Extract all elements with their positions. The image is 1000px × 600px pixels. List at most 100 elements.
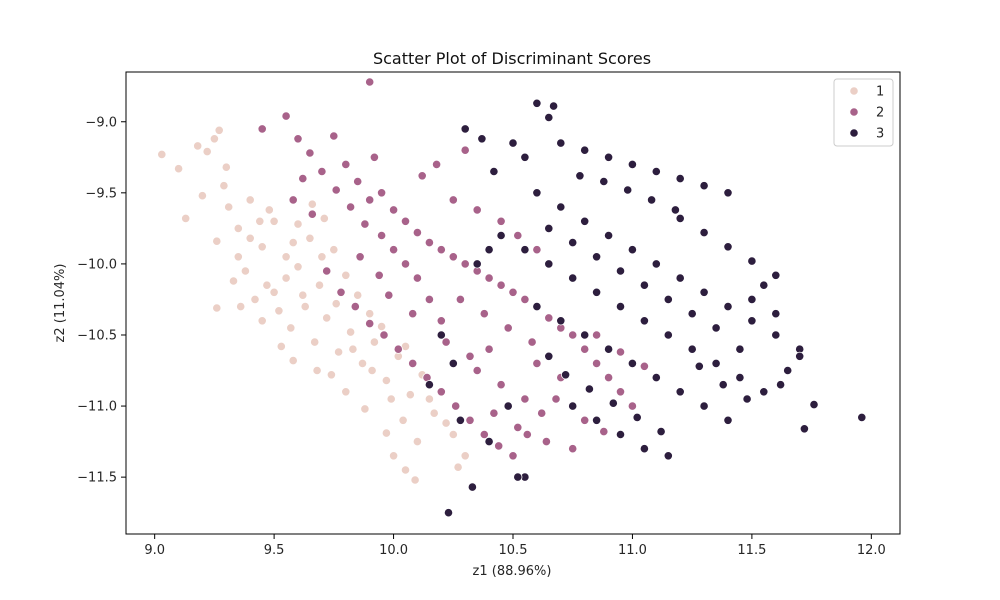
data-point — [496, 216, 506, 226]
data-point — [448, 252, 458, 262]
data-point — [221, 162, 231, 172]
data-point — [424, 238, 434, 248]
data-point — [718, 380, 728, 390]
data-point — [568, 273, 578, 283]
data-point — [353, 290, 363, 300]
data-point — [465, 415, 475, 425]
data-point — [575, 171, 585, 181]
data-point — [646, 195, 657, 205]
data-point — [436, 245, 446, 255]
data-point — [376, 321, 387, 332]
data-point — [388, 245, 399, 255]
data-point — [436, 387, 446, 397]
data-point — [367, 365, 377, 376]
data-point — [513, 230, 523, 241]
data-point — [799, 424, 810, 434]
data-point — [520, 294, 530, 304]
data-point — [639, 361, 650, 371]
data-point — [809, 399, 819, 410]
y-axis: −9.0 −9.5 −10.0 −10.5 −11.0 −11.5 — [77, 115, 126, 486]
data-point — [288, 238, 298, 248]
data-point — [286, 323, 296, 333]
data-point — [675, 213, 685, 223]
data-point — [675, 174, 685, 184]
data-point — [333, 347, 344, 357]
data-point — [381, 428, 391, 438]
data-point — [357, 358, 368, 368]
data-point — [465, 351, 475, 361]
data-point — [527, 337, 537, 347]
data-point — [369, 152, 379, 162]
y-tick-label: −11.5 — [77, 471, 117, 486]
data-point — [298, 290, 308, 300]
data-point — [412, 436, 422, 447]
data-point — [157, 149, 167, 159]
data-point — [694, 361, 704, 371]
data-point — [209, 134, 219, 144]
data-point — [484, 245, 494, 255]
data-point — [548, 101, 559, 111]
data-point — [795, 351, 805, 361]
data-point — [603, 372, 614, 383]
data-point — [489, 166, 499, 177]
data-point — [455, 294, 465, 304]
data-point — [365, 195, 375, 205]
data-point — [603, 344, 614, 354]
data-point — [747, 256, 757, 266]
data-point — [520, 152, 530, 162]
data-point — [532, 245, 542, 255]
data-point — [417, 171, 427, 181]
data-point — [651, 259, 661, 269]
data-point — [329, 131, 339, 141]
data-point — [580, 344, 590, 354]
data-point — [783, 365, 793, 376]
data-point — [735, 344, 745, 354]
data-point — [197, 191, 207, 201]
data-point — [448, 429, 458, 440]
data-point — [723, 415, 733, 425]
data-point — [441, 418, 451, 428]
data-point — [735, 372, 745, 383]
x-tick-label: 9.5 — [264, 543, 285, 558]
data-point — [405, 390, 415, 400]
data-point — [699, 401, 709, 411]
data-point — [651, 166, 661, 177]
data-point — [307, 199, 317, 209]
data-point — [484, 344, 494, 354]
data-point — [484, 436, 494, 447]
data-point — [329, 245, 339, 255]
data-point — [747, 294, 757, 304]
data-point — [388, 451, 399, 461]
data-point — [599, 426, 609, 437]
data-point — [319, 213, 329, 223]
data-point — [544, 351, 554, 361]
data-point — [603, 152, 614, 162]
data-point — [276, 341, 286, 351]
data-point — [281, 252, 291, 262]
data-point — [233, 252, 243, 262]
data-point — [467, 482, 477, 492]
x-tick-label: 11.0 — [618, 543, 647, 558]
data-point — [639, 444, 650, 454]
data-point — [317, 252, 327, 262]
data-point — [424, 294, 434, 304]
data-point — [355, 252, 365, 262]
data-point — [484, 273, 494, 283]
data-point — [675, 387, 685, 397]
data-point — [412, 228, 422, 238]
data-point — [615, 266, 626, 276]
data-point — [436, 330, 446, 340]
legend: 1 2 3 — [833, 78, 894, 147]
data-point — [711, 323, 721, 333]
data-point — [627, 401, 638, 411]
data-point — [759, 280, 769, 290]
data-point — [615, 387, 626, 397]
data-point — [591, 330, 602, 340]
data-point — [460, 124, 470, 134]
data-point — [775, 380, 786, 390]
data-point — [503, 401, 513, 411]
data-point — [219, 181, 229, 191]
data-point — [532, 188, 542, 198]
data-point — [348, 344, 358, 354]
data-point — [388, 205, 399, 215]
